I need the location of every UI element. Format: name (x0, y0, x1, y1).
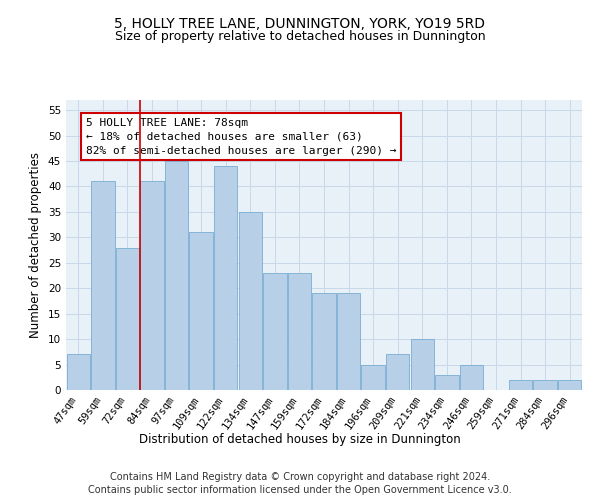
Bar (435, 374, 458, 390)
Text: Contains public sector information licensed under the Open Government Licence v3: Contains public sector information licen… (88, 485, 512, 495)
Bar (165, 161, 188, 390)
Bar (533, 380, 557, 390)
Bar (509, 380, 532, 390)
Bar (337, 294, 360, 390)
Bar (239, 212, 262, 390)
Bar (410, 339, 434, 390)
Text: 5, HOLLY TREE LANE, DUNNINGTON, YORK, YO19 5RD: 5, HOLLY TREE LANE, DUNNINGTON, YORK, YO… (115, 18, 485, 32)
Y-axis label: Number of detached properties: Number of detached properties (29, 152, 43, 338)
Text: Size of property relative to detached houses in Dunnington: Size of property relative to detached ho… (115, 30, 485, 43)
Text: Distribution of detached houses by size in Dunnington: Distribution of detached houses by size … (139, 432, 461, 446)
Text: 5 HOLLY TREE LANE: 78sqm
← 18% of detached houses are smaller (63)
82% of semi-d: 5 HOLLY TREE LANE: 78sqm ← 18% of detach… (86, 118, 396, 156)
Text: Contains HM Land Registry data © Crown copyright and database right 2024.: Contains HM Land Registry data © Crown c… (110, 472, 490, 482)
Bar (288, 273, 311, 390)
Bar (67, 354, 90, 390)
Bar (140, 182, 164, 390)
Bar (263, 273, 287, 390)
Bar (558, 380, 581, 390)
Bar (190, 232, 213, 390)
Bar (361, 364, 385, 390)
Bar (386, 354, 409, 390)
Bar (460, 364, 483, 390)
Bar (91, 182, 115, 390)
Bar (313, 294, 335, 390)
Bar (116, 248, 139, 390)
Bar (214, 166, 238, 390)
